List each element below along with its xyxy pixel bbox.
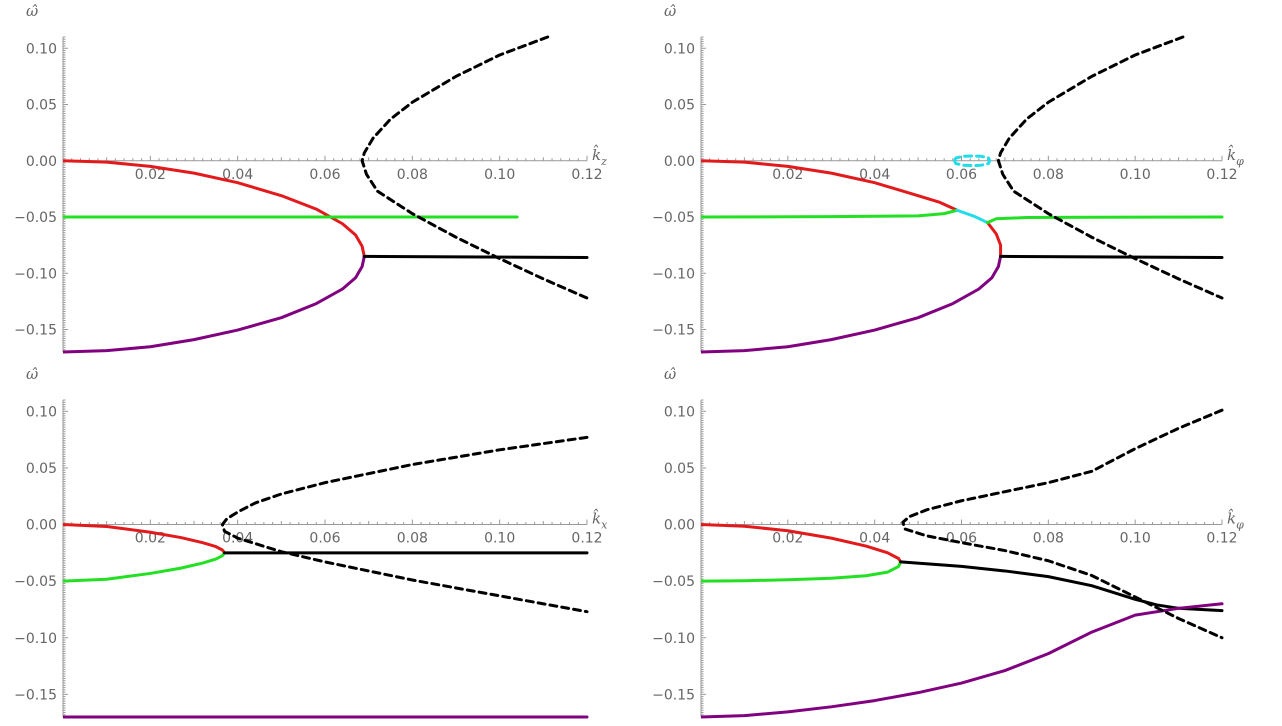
chart-panel-top-left: 0.02 0.04 0.06 0.08 0.10 0.12 0.10 0.05 0.00 −0.0… [14,2,607,354]
series-red-solid-0 [63,159,366,258]
series-purple-solid-5 [701,254,1003,354]
series-black-dashed-4 [901,408,1224,640]
series-black-dashed-4 [360,35,589,300]
x-tick-label: 0.10 [484,167,515,183]
y-tick-label: 0.05 [664,98,695,114]
series-cyan-dashed-8 [953,154,992,168]
x-tick-label: 0.10 [1120,531,1151,547]
series-green-solid-4 [986,215,1224,225]
x-tick-label: 0.08 [1033,167,1064,183]
series-black-solid-6 [999,254,1224,259]
x-tick-label: 0.06 [309,167,340,183]
x-tick-label: 0.02 [135,167,166,183]
x-tick-label: 0.10 [1120,167,1151,183]
series-red-solid-0 [63,523,227,555]
x-tick-label: 0.04 [859,531,890,547]
series-purple-solid-3 [701,602,1224,719]
y-tick-label: −0.05 [652,574,695,590]
y-tick-label: 0.10 [664,404,695,420]
y-axis-label: ω̂ [664,2,676,20]
y-tick-label: −0.10 [14,266,57,282]
series-green-solid-1 [63,551,227,583]
x-axis-label: k̂z [592,144,607,167]
x-tick-label: 0.10 [484,531,515,547]
y-axis-label: ω̂ [26,365,38,383]
series-black-dashed-7 [996,35,1224,300]
y-tick-label: 0.10 [664,41,695,57]
y-tick-label: 0.10 [26,404,57,420]
x-tick-label: 0.08 [397,531,428,547]
chart-panel-bottom-left: 0.02 0.04 0.06 0.08 0.10 0.120.100.050.00−0.0… [14,365,608,719]
x-tick-label: 0.04 [859,167,890,183]
y-tick-label: −0.05 [652,210,695,226]
y-tick-label: −0.15 [652,323,695,339]
x-tick-label: 0.08 [397,167,428,183]
y-tick-label: 0.05 [26,461,57,477]
series-black-dashed-4 [220,435,589,614]
x-tick-label: 0.12 [1206,167,1237,183]
series-red-solid-3 [986,221,1003,257]
y-tick-label: −0.05 [14,574,57,590]
series-black-solid-2 [899,560,1224,613]
x-tick-label: 0.06 [309,531,340,547]
x-tick-label: 0.08 [1033,531,1064,547]
x-tick-label: 0.06 [946,531,977,547]
x-tick-label: 0.12 [571,167,602,183]
x-tick-label: 0.02 [772,167,803,183]
y-tick-label: −0.15 [14,687,57,703]
y-axis-label: ω̂ [664,365,676,383]
series-purple-solid-1 [63,254,366,354]
x-tick-label: 0.12 [571,531,602,547]
series-red-solid-0 [701,159,959,212]
series-green-solid-1 [701,560,903,583]
x-tick-label: 0.12 [1206,531,1237,547]
y-tick-label: 0.00 [26,518,57,534]
y-tick-label: −0.15 [652,687,695,703]
y-tick-label: −0.10 [652,631,695,647]
y-tick-label: 0.05 [664,461,695,477]
y-tick-label: −0.10 [652,266,695,282]
y-tick-label: 0.00 [664,518,695,534]
chart-panel-bottom-right: 0.02 0.04 0.06 0.08 0.10 0.12 0.10 0.05 0.00 −0.0… [652,365,1244,719]
x-axis-label: k̂φ [1227,144,1244,167]
y-tick-label: −0.10 [14,631,57,647]
series-cyan-solid-2 [955,208,990,225]
x-axis-label: k̂φ [1227,508,1244,531]
y-tick-label: 0.00 [26,154,57,170]
series-red-solid-0 [701,523,903,564]
y-tick-label: −0.05 [14,210,57,226]
x-axis-label: k̂x [592,508,608,531]
chart-panel-top-right: 0.02 0.04 0.06 0.08 0.10 0.12 0.10 0.05 0.00 −0.0… [652,2,1244,354]
y-tick-label: 0.10 [26,41,57,57]
y-tick-label: 0.00 [664,154,695,170]
x-tick-label: 0.04 [222,167,253,183]
x-tick-label: 0.06 [946,167,977,183]
series-green-solid-1 [701,208,959,219]
series-black-solid-3 [362,254,589,259]
y-axis-label: ω̂ [26,2,38,20]
y-tick-label: 0.05 [26,98,57,114]
x-tick-label: 0.02 [772,531,803,547]
y-tick-label: −0.15 [14,323,57,339]
